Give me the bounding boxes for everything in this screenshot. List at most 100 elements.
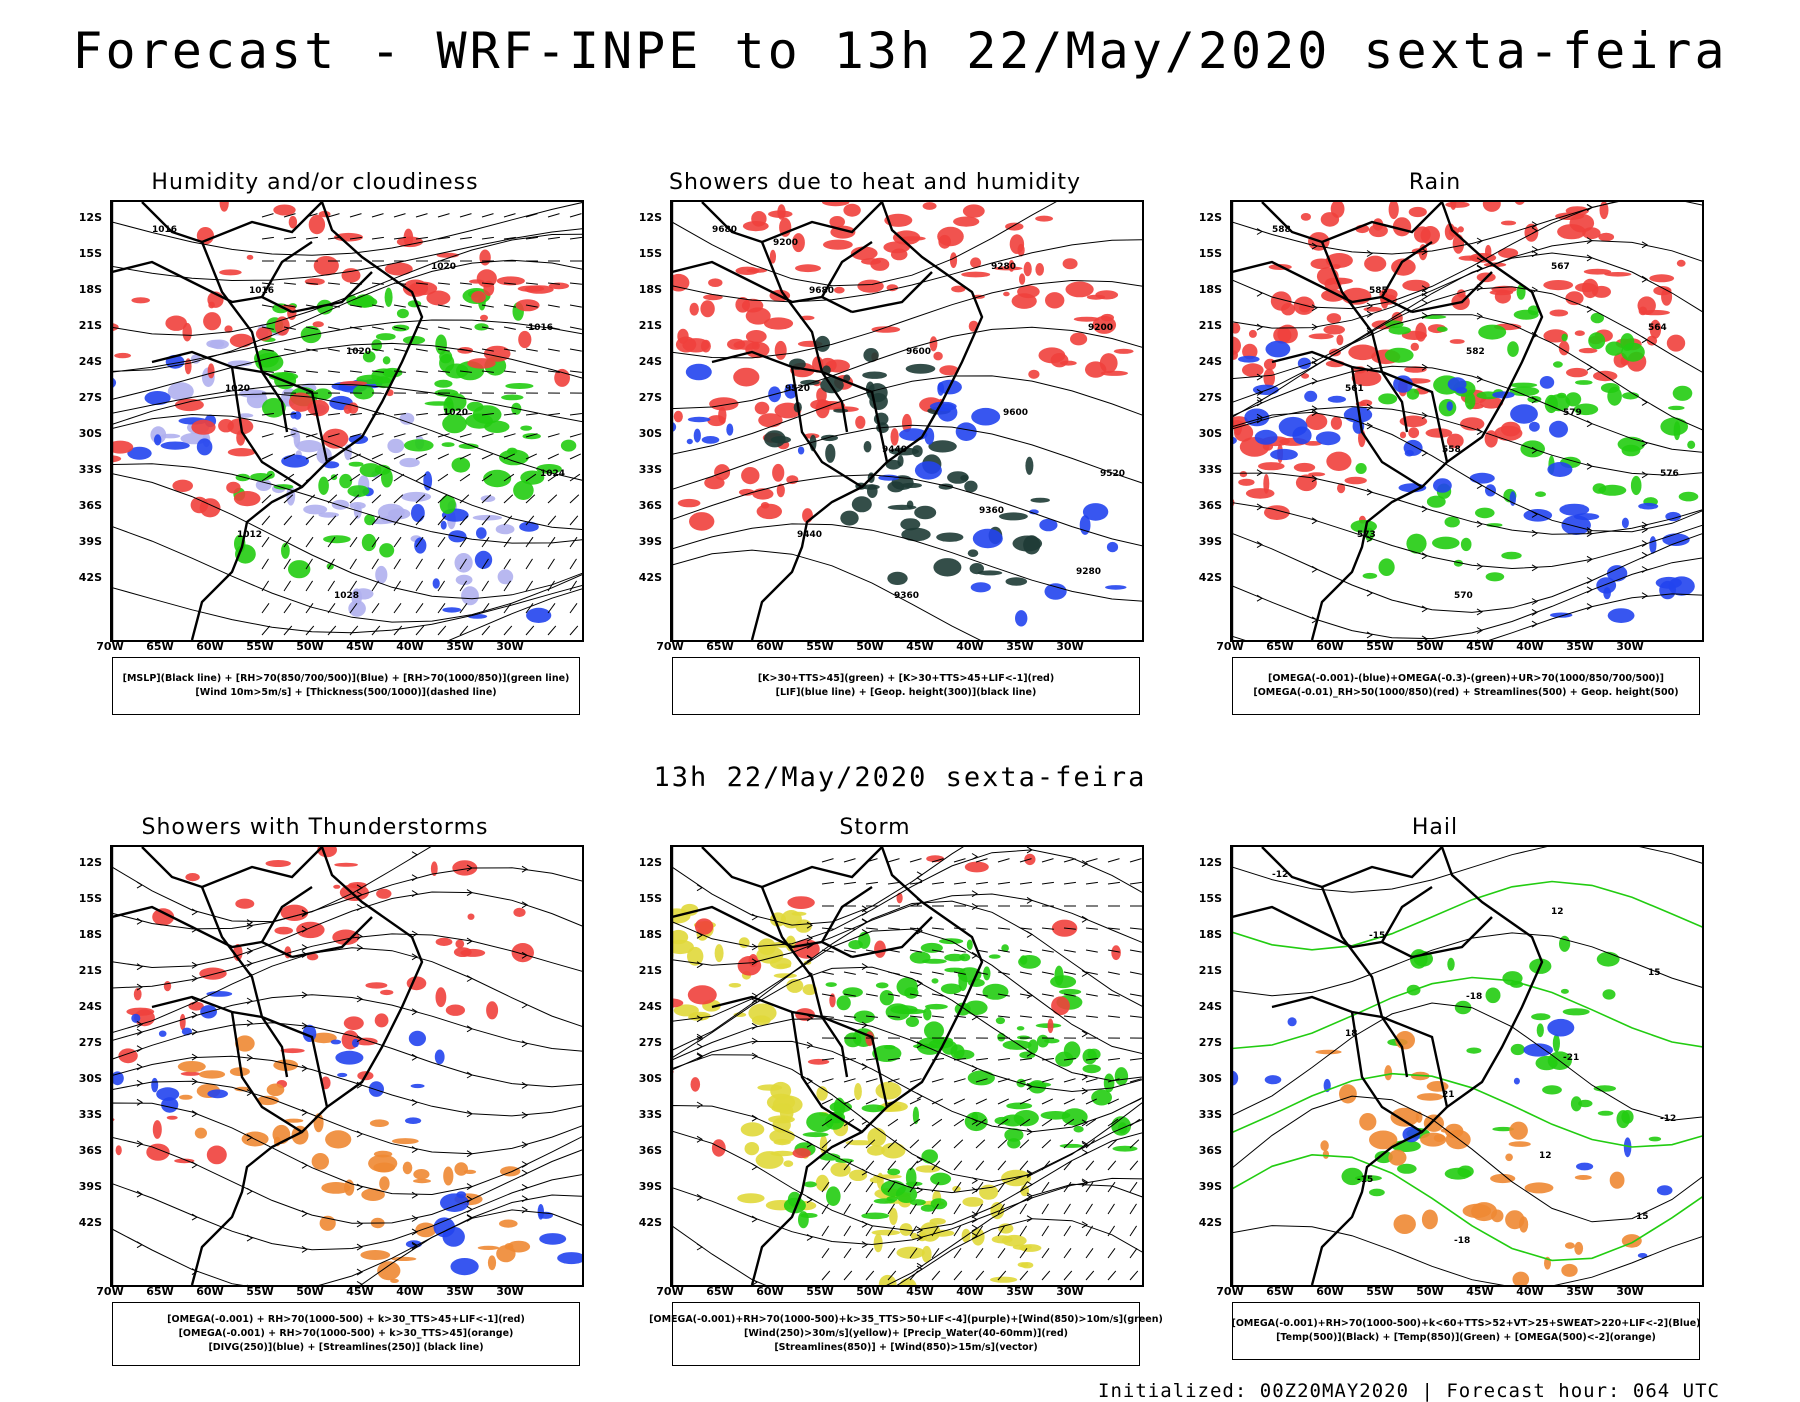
shaded-area (1288, 1017, 1297, 1026)
stream-arrow (1532, 530, 1537, 536)
stream-arrow (1587, 364, 1592, 370)
stream-arrow (1422, 450, 1427, 456)
shaded-area (360, 1250, 390, 1260)
stream-arrow (1367, 251, 1372, 257)
shaded-area (1563, 1008, 1590, 1015)
shaded-area (154, 434, 161, 445)
wind-vector (548, 516, 556, 525)
wind-vector (1086, 1161, 1094, 1170)
shaded-area (1667, 335, 1685, 352)
wind-vector (328, 283, 340, 284)
wind-vector (548, 495, 557, 503)
stream-arrow (137, 1046, 142, 1052)
shaded-area (923, 202, 937, 210)
shaded-area (910, 1199, 926, 1205)
wind-vector (416, 434, 428, 437)
wind-vector (504, 327, 516, 329)
shaded-area (413, 1179, 431, 1183)
lat-tick-label: 15S (610, 247, 662, 260)
stream-arrow (1082, 916, 1087, 922)
shaded-area (160, 434, 180, 439)
lat-tick-label: 18S (1170, 283, 1222, 296)
shaded-area (961, 272, 990, 278)
shaded-area (1537, 1023, 1544, 1037)
shaded-area (1101, 314, 1114, 321)
wind-vector (570, 327, 582, 329)
shaded-area (1509, 1141, 1531, 1147)
country-border (1322, 887, 1407, 1077)
wind-vector (888, 859, 900, 862)
lon-tick-label: 40W (1510, 1285, 1550, 1298)
wind-vector (1086, 1016, 1098, 1017)
shaded-area (1345, 477, 1367, 485)
shaded-area (822, 202, 849, 206)
wind-vector (1108, 1248, 1115, 1258)
shaded-area (337, 1073, 347, 1077)
shaded-area (770, 958, 792, 970)
wind-vector (954, 1161, 962, 1170)
shaded-area (411, 504, 425, 522)
shaded-area (505, 383, 533, 389)
lon-tick-label: 40W (950, 1285, 990, 1298)
shaded-area (360, 463, 382, 477)
shaded-area (1025, 457, 1033, 475)
shaded-area (1364, 256, 1386, 272)
shaded-area (1445, 517, 1460, 528)
shaded-area (443, 1167, 453, 1186)
wind-vector (548, 454, 559, 459)
wind-vector (888, 1248, 895, 1258)
shaded-area (1265, 1075, 1282, 1084)
shaded-area (1405, 450, 1414, 457)
shaded-area (167, 1116, 178, 1120)
shaded-area (471, 291, 486, 303)
shaded-area (1238, 479, 1254, 486)
contour-label: 579 (1563, 408, 1582, 418)
shaded-area (876, 982, 889, 988)
shaded-area (344, 405, 352, 414)
wind-vector (262, 305, 274, 307)
wind-vector (284, 237, 296, 239)
shaded-area (1115, 1067, 1128, 1085)
shaded-area (971, 408, 1000, 426)
lon-tick-label: 30W (1050, 1285, 1090, 1298)
stream-arrow (522, 1170, 527, 1176)
shaded-area (787, 896, 814, 909)
wind-vector (1108, 859, 1120, 862)
shaded-area (867, 1145, 885, 1155)
wind-vector (570, 537, 577, 547)
stream-arrow (247, 998, 252, 1004)
shaded-area (1017, 1026, 1025, 1030)
wind-vector (1130, 928, 1142, 929)
shaded-area (1035, 263, 1044, 276)
shaded-area (899, 1278, 917, 1285)
shaded-area (915, 461, 942, 479)
wind-vector (910, 1099, 921, 1104)
wind-vector (910, 1271, 918, 1280)
lat-tick-label: 18S (610, 283, 662, 296)
wind-vector (394, 559, 401, 569)
shaded-area (1015, 610, 1027, 626)
lon-tick-label: 50W (850, 640, 890, 653)
wind-vector (1064, 972, 1076, 974)
shaded-area (1113, 1146, 1138, 1152)
shaded-area (997, 1033, 1005, 1042)
shaded-area (922, 959, 947, 964)
stream-arrow (357, 1131, 362, 1137)
shaded-area (1415, 323, 1426, 342)
shaded-area (452, 457, 471, 472)
shaded-area (539, 1233, 566, 1245)
shaded-area (164, 981, 171, 991)
wind-vector (1130, 950, 1142, 952)
shaded-area (114, 353, 131, 358)
wind-vector (570, 495, 579, 503)
shaded-area (1074, 317, 1100, 322)
wind-vector (570, 454, 581, 459)
stream-arrow (137, 1242, 142, 1248)
shaded-area (904, 987, 918, 999)
lon-tick-label: 40W (390, 640, 430, 653)
wind-vector (822, 972, 834, 974)
lon-tick-label: 30W (490, 640, 530, 653)
